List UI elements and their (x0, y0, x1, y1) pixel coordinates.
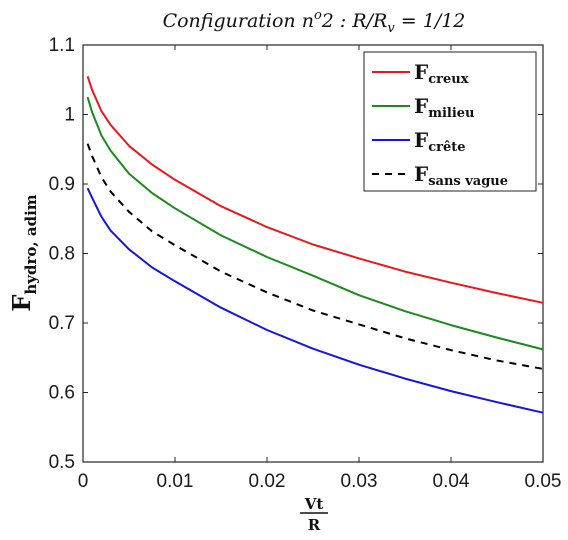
y-tick-label: 0.6 (49, 383, 75, 404)
title-tail: = 1/12 (395, 10, 466, 32)
y-tick-label: 0.8 (49, 244, 75, 265)
x-axis-label: Vt R (300, 495, 328, 534)
y-tick-label: 1 (64, 105, 75, 126)
legend-label-sub: crête (428, 140, 465, 155)
y-tick-label: 0.5 (49, 452, 75, 473)
legend-label: Fsans vague (414, 162, 508, 189)
legend-label: Fcrête (414, 128, 466, 155)
legend-label-sub: milieu (428, 106, 474, 121)
x-tick-label: 0.02 (249, 471, 286, 492)
y-axis-label: Fhydro, adim (7, 194, 40, 311)
series-line-sans-vague (86, 143, 544, 370)
legend-label-main: F (414, 60, 428, 84)
y-tick-label: 0.9 (49, 174, 75, 195)
y-label-main: F (7, 295, 36, 312)
legend-label-sub: sans vague (428, 174, 508, 189)
title-sub: v (387, 21, 395, 36)
title-mid: 2 : R/R (321, 10, 388, 32)
y-tick-label: 1.1 (49, 35, 75, 56)
series-layer (86, 75, 544, 414)
axis-ticks: 0 0.01 0.02 0.03 0.04 0.05 0.5 0.6 0.7 0.8 0.9 1 1.1 (49, 35, 562, 492)
series-line-milieu (86, 96, 544, 351)
legend-label-sub: creux (428, 72, 468, 87)
legend-label-main: F (414, 162, 428, 186)
legend-box (363, 51, 537, 192)
x-tick-label: 0.01 (157, 471, 194, 492)
title-main: Configuration n (163, 10, 314, 32)
series-line-creux (86, 75, 544, 304)
y-label-sub: hydro, adim (22, 194, 40, 294)
legend-label: Fcreux (414, 60, 469, 87)
chart-title: Configuration no2 : R/Rv = 1/12 (163, 8, 466, 36)
legend-label: Fmilieu (414, 94, 475, 121)
y-tick-label: 0.7 (49, 313, 75, 334)
x-tick-label: 0.03 (341, 471, 378, 492)
legend-label-main: F (414, 128, 428, 152)
x-tick-label: 0.04 (433, 471, 470, 492)
x-label-denominator: R (308, 516, 321, 534)
x-tick-label: 0 (78, 471, 89, 492)
title-sup: o (314, 8, 322, 23)
x-label-numerator: Vt (304, 495, 324, 513)
series-line-crête (86, 187, 544, 414)
x-tick-label: 0.05 (525, 471, 562, 492)
legend-label-main: F (414, 94, 428, 118)
